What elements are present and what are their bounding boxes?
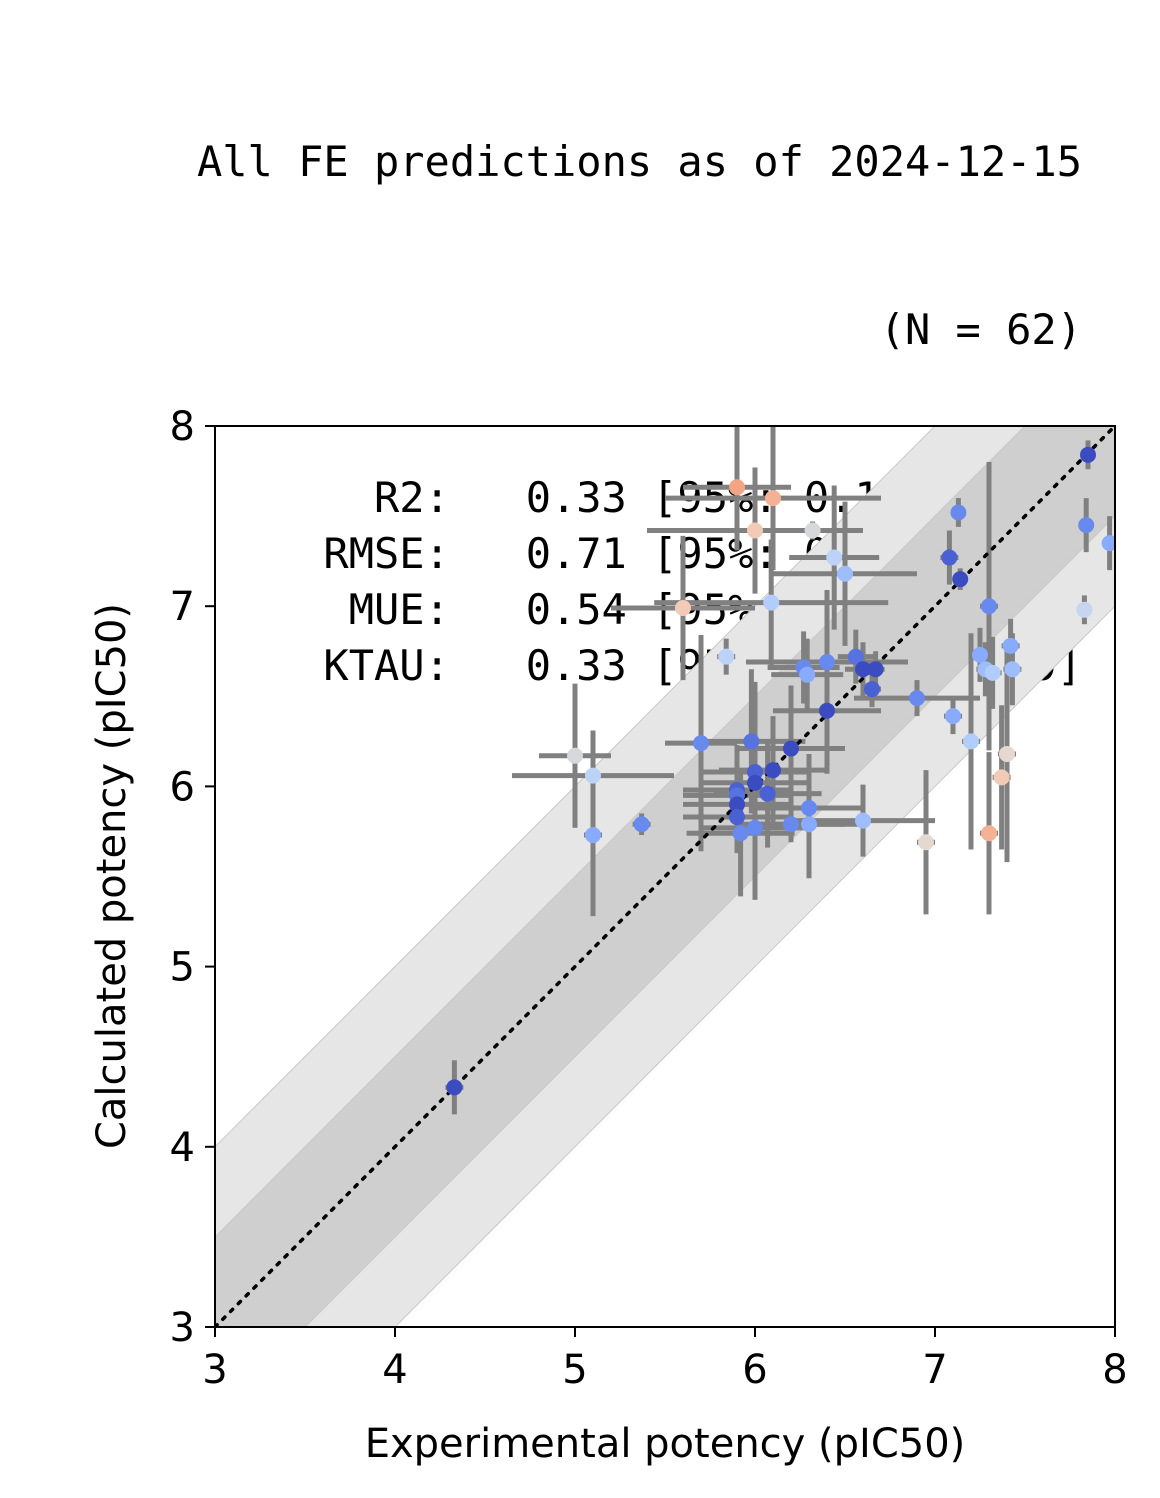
data-point — [675, 600, 691, 617]
plot-frame — [214, 425, 1116, 1328]
data-point — [799, 666, 816, 683]
chart-title: All FE predictions as of 2024-12-15 — [196, 137, 1082, 186]
y-tick-label: 5 — [170, 945, 195, 991]
data-point — [446, 1079, 463, 1096]
data-point — [804, 522, 821, 539]
data-point — [765, 762, 781, 779]
data-point — [693, 735, 709, 752]
data-point — [585, 827, 601, 844]
stat-label: MUE: — [348, 585, 450, 634]
data-point — [747, 774, 763, 791]
data-point — [783, 816, 799, 833]
data-point — [801, 800, 817, 817]
y-axis-ticks: 3 4 5 6 7 8 — [170, 404, 215, 1351]
x-tick-label: 5 — [562, 1347, 587, 1393]
data-point — [585, 767, 601, 784]
data-point — [950, 504, 967, 521]
data-point — [783, 740, 799, 757]
data-point — [867, 661, 884, 678]
data-point — [972, 646, 988, 663]
data-point — [718, 648, 735, 665]
data-point — [1076, 601, 1093, 618]
data-point — [826, 549, 843, 566]
data-point — [801, 816, 817, 833]
data-point — [567, 747, 583, 764]
data-point — [747, 522, 763, 539]
data-point — [981, 825, 997, 842]
data-points — [446, 446, 1115, 1096]
y-tick-label: 6 — [170, 764, 195, 810]
data-point — [747, 819, 763, 836]
data-point — [945, 708, 961, 725]
data-point — [855, 661, 871, 678]
data-point — [847, 648, 864, 665]
x-tick-label: 4 — [382, 1347, 407, 1393]
data-point — [864, 681, 880, 698]
x-axis-ticks: 3 4 5 6 7 8 — [202, 1327, 1128, 1393]
data-point — [981, 598, 997, 615]
data-point — [1078, 517, 1095, 534]
data-point — [837, 565, 853, 582]
data-point — [763, 594, 780, 611]
data-point — [633, 816, 650, 833]
x-tick-label: 3 — [202, 1347, 227, 1393]
identity-line — [215, 426, 1115, 1327]
y-tick-label: 4 — [170, 1125, 195, 1171]
data-point — [759, 785, 776, 802]
stat-label: KTAU: — [323, 641, 450, 690]
data-point — [819, 654, 835, 671]
x-tick-label: 6 — [742, 1347, 767, 1393]
data-point — [743, 733, 760, 750]
data-point — [952, 571, 969, 588]
data-point — [999, 745, 1015, 762]
data-point — [855, 812, 871, 829]
y-tick-label: 3 — [170, 1305, 195, 1351]
stat-label: R2: — [373, 473, 450, 522]
data-point — [963, 733, 979, 750]
y-tick-label: 8 — [170, 404, 195, 450]
data-point — [729, 809, 745, 826]
data-point — [984, 664, 1001, 681]
x-tick-label: 8 — [1102, 1347, 1127, 1393]
chart-subtitle: (N = 62) — [879, 305, 1082, 354]
data-point — [732, 825, 749, 842]
data-point — [1101, 535, 1115, 552]
stat-label: RMSE: — [323, 529, 450, 578]
data-point — [1004, 661, 1021, 678]
y-axis-label: Calculated potency (pIC50) — [89, 603, 135, 1149]
data-point — [941, 549, 958, 566]
data-point — [819, 702, 835, 719]
confidence-bands — [215, 426, 1115, 1327]
data-point — [918, 834, 934, 851]
data-point — [1002, 637, 1019, 654]
x-tick-label: 7 — [922, 1347, 947, 1393]
data-point — [909, 690, 925, 707]
data-point — [765, 490, 781, 507]
x-axis-label: Experimental potency (pIC50) — [365, 1421, 966, 1467]
data-point — [993, 769, 1010, 786]
y-tick-label: 7 — [170, 584, 195, 630]
data-point — [729, 479, 745, 496]
data-point — [729, 796, 745, 813]
data-point — [1080, 446, 1096, 463]
